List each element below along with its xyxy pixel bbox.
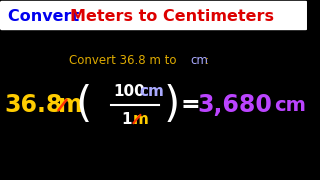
Text: 100: 100 [113, 84, 145, 98]
Text: Convert: Convert [8, 8, 84, 24]
FancyBboxPatch shape [1, 1, 307, 30]
Text: =: = [180, 93, 200, 117]
Text: cm: cm [274, 96, 306, 114]
Text: cm: cm [139, 84, 164, 98]
Text: Meters to Centimeters: Meters to Centimeters [70, 8, 274, 24]
Text: (: ( [75, 84, 91, 126]
Text: 1: 1 [121, 111, 132, 127]
Text: 36.8: 36.8 [5, 93, 63, 117]
Text: m: m [58, 93, 82, 117]
Text: cm: cm [190, 53, 208, 66]
Text: m: m [132, 111, 148, 127]
Text: 3,680: 3,680 [197, 93, 272, 117]
Text: :: : [204, 53, 209, 66]
Text: ): ) [163, 84, 180, 126]
Text: Convert 36.8 m to: Convert 36.8 m to [69, 53, 180, 66]
